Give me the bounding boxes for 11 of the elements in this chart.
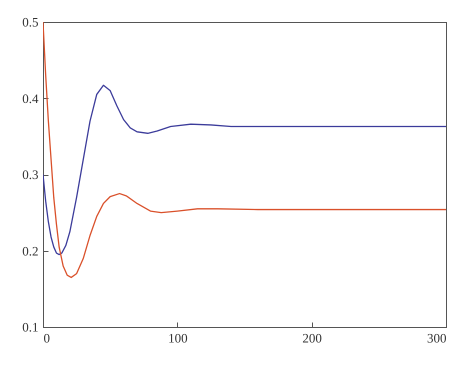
y-tick-label: 0.1 [22, 320, 38, 334]
y-tick-label: 0.2 [22, 243, 38, 258]
x-tick-label: 300 [427, 330, 446, 346]
y-tick-label: 0.4 [22, 90, 39, 106]
y-tick-label: 0.3 [22, 167, 38, 182]
x-tick-label: 0 [44, 330, 50, 346]
line-series [43, 84, 446, 256]
y-tick-label: 0.5 [22, 14, 38, 30]
x-tick-label: 200 [302, 330, 322, 346]
line-series [43, 22, 446, 278]
x-tick-label: 100 [168, 330, 188, 346]
